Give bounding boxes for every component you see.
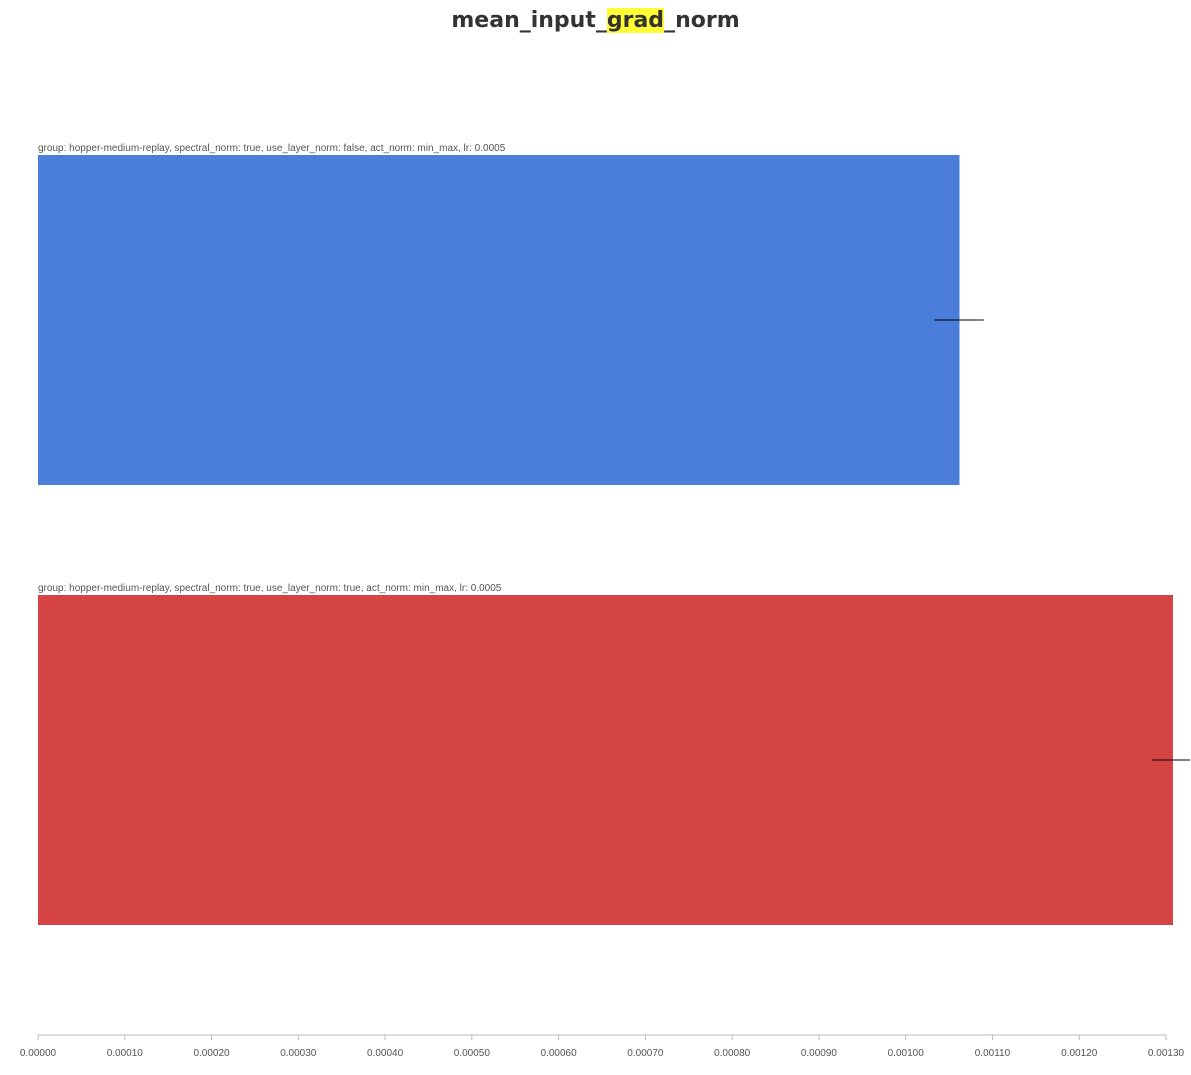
x-tick-label: 0.00080	[714, 1048, 751, 1059]
bar-label: group: hopper-medium-replay, spectral_no…	[38, 143, 506, 154]
title-part-after: _norm	[664, 8, 740, 33]
x-tick-label: 0.00030	[280, 1048, 317, 1059]
x-tick-label: 0.00130	[1148, 1048, 1185, 1059]
x-tick-label: 0.00020	[193, 1048, 230, 1059]
bar	[38, 155, 960, 485]
bar-label: group: hopper-medium-replay, spectral_no…	[38, 583, 502, 594]
x-tick-label: 0.00110	[975, 1048, 1011, 1059]
bar	[38, 595, 1173, 925]
chart-title: mean_input_grad_norm	[0, 8, 1191, 33]
title-search-highlight: grad	[606, 8, 665, 33]
x-tick-label: 0.00000	[20, 1048, 57, 1059]
x-tick-label: 0.00090	[801, 1048, 838, 1059]
x-tick-label: 0.00120	[1061, 1048, 1098, 1059]
x-tick-label: 0.00050	[454, 1048, 491, 1059]
x-tick-label: 0.00100	[888, 1048, 925, 1059]
x-tick-label: 0.00070	[627, 1048, 664, 1059]
x-tick-label: 0.00060	[541, 1048, 578, 1059]
title-part-before: mean_input_	[451, 8, 607, 33]
x-tick-label: 0.00010	[107, 1048, 144, 1059]
x-tick-label: 0.00040	[367, 1048, 404, 1059]
